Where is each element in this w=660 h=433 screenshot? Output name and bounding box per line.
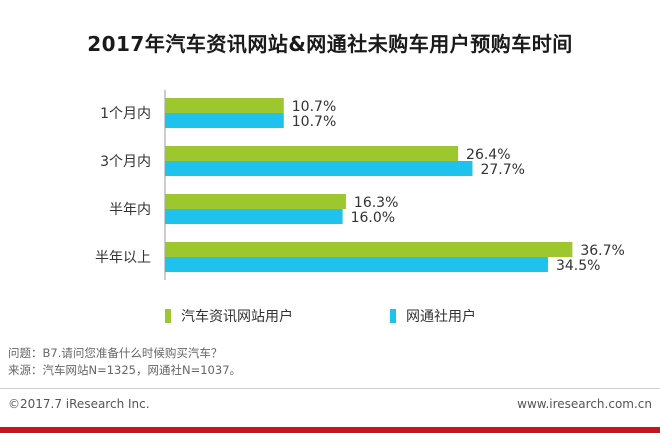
data-label: 16.0% — [351, 210, 395, 226]
data-label: 27.7% — [480, 162, 524, 178]
legend-label: 网通社用户 — [406, 308, 476, 325]
legend-swatch — [165, 309, 171, 323]
data-label: 36.7% — [580, 243, 624, 259]
data-label: 10.7% — [292, 99, 336, 115]
bar-auto-site — [165, 194, 346, 209]
footer-divider — [0, 388, 660, 389]
bar-chart: 1个月内 10.7%10.7% 3个月内 26.4%27.7% 半年内 16.3%16.0… — [95, 90, 625, 325]
source-note: 来源：汽车网站N=1325，网通社N=1037。 — [8, 363, 242, 377]
data-label: 10.7% — [292, 114, 336, 130]
bar-wangtongshe — [165, 161, 473, 176]
bottom-accent-bar — [0, 427, 660, 433]
legend-label: 汽车资讯网站用户 — [181, 308, 293, 325]
category-label: 1个月内 — [100, 106, 151, 122]
website-link[interactable]: www.iresearch.com.cn — [517, 397, 652, 411]
question-note: 问题：B7.请问您准备什么时候购买汽车？ — [8, 346, 223, 360]
copyright-text: ©2017.7 iResearch Inc. — [8, 397, 150, 411]
bar-wangtongshe — [165, 257, 548, 272]
data-label: 16.3% — [354, 195, 398, 211]
chart-title: 2017年汽车资讯网站&网通社未购车用户预购车时间 — [87, 32, 573, 56]
legend-swatch — [390, 309, 396, 323]
bar-auto-site — [165, 146, 459, 161]
data-label: 26.4% — [466, 147, 510, 163]
category-label: 3个月内 — [100, 154, 151, 170]
bar-wangtongshe — [165, 113, 284, 128]
bar-wangtongshe — [165, 209, 343, 224]
bar-auto-site — [165, 242, 573, 257]
bar-auto-site — [165, 98, 284, 113]
category-label: 半年内 — [109, 202, 151, 218]
data-label: 34.5% — [556, 258, 600, 274]
category-label: 半年以上 — [95, 250, 151, 266]
